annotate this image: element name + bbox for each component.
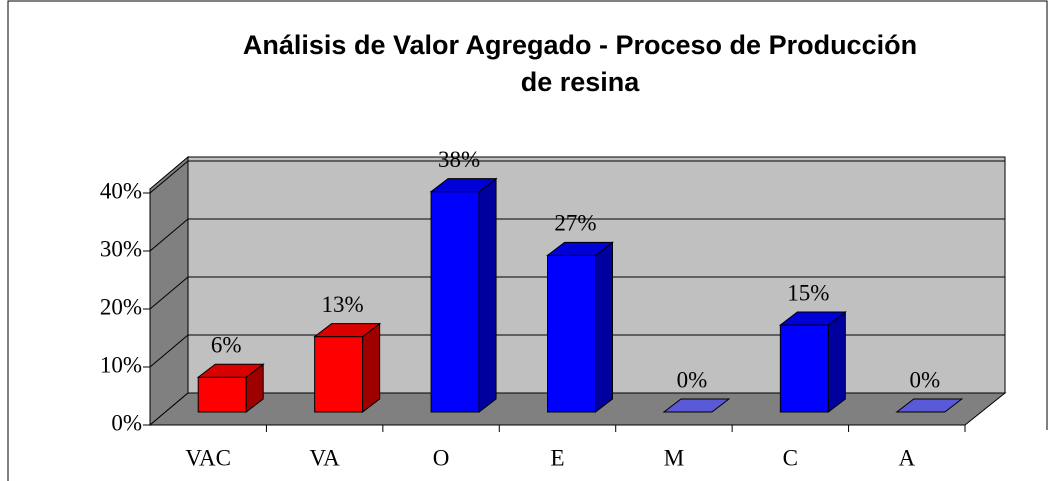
chart-title: Análisis de Valor Agregado - Proceso de … (243, 30, 917, 60)
y-tick-label: 10% (100, 352, 142, 377)
y-tick-label: 20% (100, 294, 142, 319)
chart-frame (7, 0, 1048, 481)
bar-top (313, 323, 382, 338)
bar (429, 177, 498, 414)
data-label: 27% (554, 211, 596, 236)
x-tick-label: VA (310, 445, 341, 470)
bar-front (197, 376, 247, 413)
bar-side (478, 177, 497, 414)
x-tick-label: VAC (185, 445, 231, 470)
y-tick-label: 40% (100, 178, 142, 203)
x-tick-label: C (783, 445, 798, 470)
bar-front (430, 191, 480, 413)
data-label: 15% (787, 280, 829, 305)
grid-line (149, 334, 189, 368)
bar (778, 310, 847, 414)
grid-line (149, 160, 189, 194)
bar-top (778, 311, 847, 326)
bar-side (595, 241, 613, 414)
bar-top (429, 178, 498, 193)
bar-side (362, 322, 381, 414)
data-label: 13% (322, 292, 364, 317)
bar-top (662, 398, 731, 413)
bar-front (779, 324, 829, 413)
data-label: 0% (909, 367, 940, 392)
chart-title: de resina (521, 67, 641, 97)
data-label: 38% (438, 147, 480, 172)
y-tick-label: 30% (100, 236, 142, 261)
bar-top (546, 241, 614, 256)
bar-top (895, 398, 964, 413)
grid-line (149, 276, 189, 310)
bar-side (827, 310, 846, 414)
x-tick-label: O (433, 445, 450, 470)
y-tick-label: 0% (111, 410, 142, 435)
bar (196, 363, 265, 414)
x-tick-label: M (664, 445, 684, 470)
bar (313, 322, 382, 414)
x-tick-label: A (898, 445, 915, 470)
x-tick-label: E (550, 445, 564, 470)
side-wall (149, 155, 189, 427)
data-label: 0% (677, 367, 708, 392)
bar-front (547, 254, 596, 413)
grid-line (149, 218, 189, 252)
data-label: 6% (211, 332, 242, 357)
bar-front (314, 336, 364, 413)
bar (895, 398, 964, 413)
bar (546, 241, 614, 414)
bar (662, 398, 731, 413)
bar-top (196, 363, 265, 378)
